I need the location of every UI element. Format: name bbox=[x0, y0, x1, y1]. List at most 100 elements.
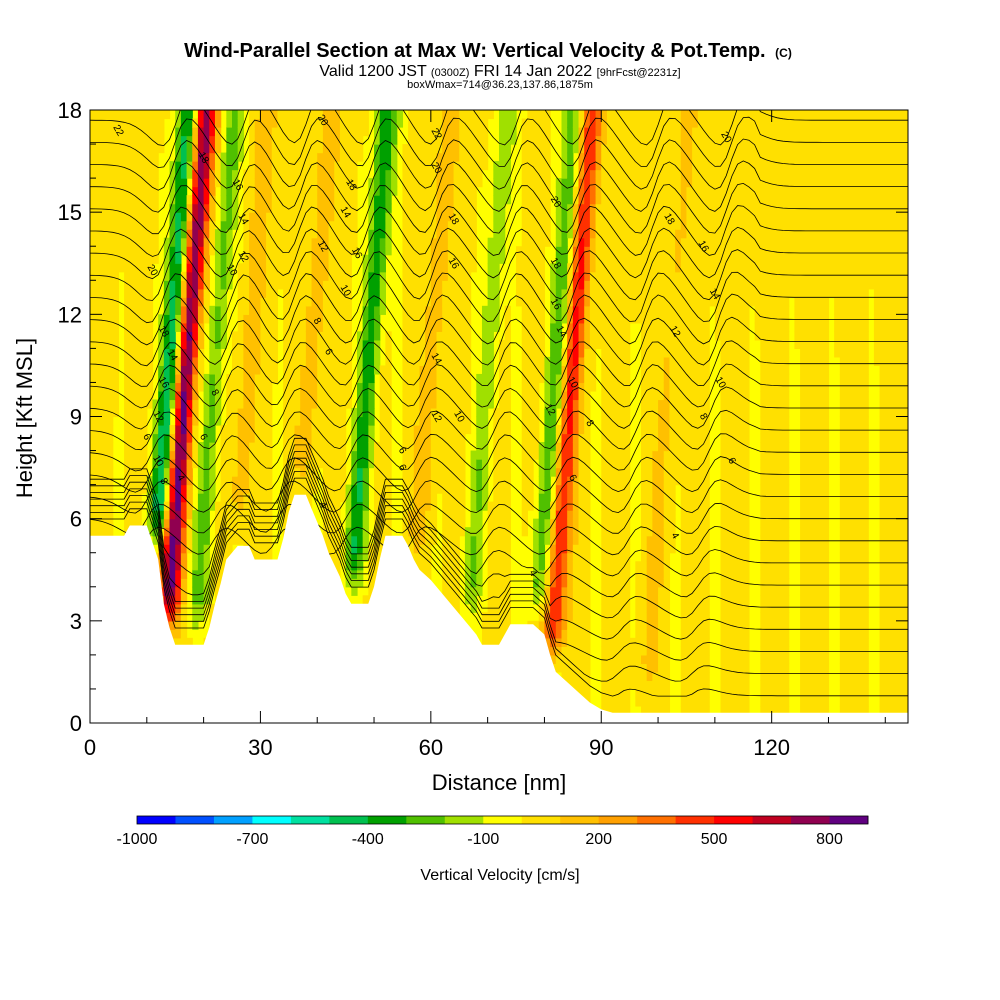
contour-label: 10 bbox=[713, 375, 728, 391]
y-tick-label: 12 bbox=[58, 302, 82, 327]
contour-label: 6 bbox=[725, 456, 738, 467]
contour-label: 10 bbox=[451, 409, 466, 425]
y-tick-label: 9 bbox=[70, 405, 82, 430]
contour-label: 22 bbox=[429, 126, 444, 142]
contour-label: 16 bbox=[548, 297, 563, 313]
x-tick-label: 60 bbox=[419, 735, 443, 760]
contour-label: 18 bbox=[548, 256, 563, 272]
colorbar-swatch bbox=[444, 816, 484, 824]
contour-label: 22 bbox=[110, 123, 125, 139]
contour-label: 8 bbox=[208, 388, 221, 399]
chart-subtitle-box: boxWmax=714@36.23,137.86,1875m bbox=[407, 79, 593, 91]
contour-label: 16 bbox=[230, 178, 245, 194]
colorbar-frame bbox=[136, 815, 869, 825]
contour-label: 12 bbox=[235, 249, 250, 265]
contour-label: 10 bbox=[565, 375, 580, 391]
contour-label: 12 bbox=[667, 324, 682, 340]
contour-label: 18 bbox=[343, 178, 358, 194]
colorbar-tick-label: 500 bbox=[701, 831, 728, 848]
colorbar-title: Vertical Velocity [cm/s] bbox=[420, 867, 579, 884]
colorbar-swatch bbox=[252, 816, 292, 824]
y-axis: 0 3 6 9 12 15 18 bbox=[58, 98, 908, 736]
plot-area: 22 20 22 20 18 16 18 20 20 18 14 14 18 16 12 12 16 16 18 20… bbox=[89, 109, 909, 724]
contour-label: 12 bbox=[429, 409, 444, 425]
contour-label: 4 bbox=[669, 531, 682, 542]
x-tick-label: 30 bbox=[248, 735, 272, 760]
x-axis-title: Distance [nm] bbox=[432, 770, 567, 795]
theta-contours bbox=[90, 110, 908, 697]
contour-label: 8 bbox=[157, 476, 170, 487]
contour-label: 6 bbox=[396, 463, 409, 474]
contour-label: 4 bbox=[527, 568, 540, 579]
contour-label: 20 bbox=[718, 130, 733, 146]
chart-subtitle: Valid 1200 JST (0300Z) FRI 14 Jan 2022 [… bbox=[319, 63, 680, 80]
colorbar-tick-label: -100 bbox=[467, 831, 499, 848]
contour-label: 6 bbox=[396, 446, 409, 457]
colorbar-swatch bbox=[175, 816, 215, 824]
colorbar-swatch bbox=[560, 816, 600, 824]
contour-label: 6 bbox=[322, 347, 335, 358]
contour-label: 16 bbox=[156, 375, 171, 391]
contour-label: 18 bbox=[661, 212, 676, 228]
chart-title: Wind-Parallel Section at Max W: Vertical… bbox=[184, 40, 792, 62]
contour-label: 18 bbox=[196, 150, 211, 166]
y-axis-title: Height [Kft MSL] bbox=[12, 338, 37, 498]
colorbar-swatch bbox=[290, 816, 330, 824]
contour-labels: 22 20 22 20 18 16 18 20 20 18 14 14 18 16 12 12 16 16 18 20… bbox=[110, 113, 737, 579]
y-tick-label: 6 bbox=[70, 507, 82, 532]
contour-label: 14 bbox=[235, 212, 250, 228]
y-tick-label: 15 bbox=[58, 200, 82, 225]
contour-label: 10 bbox=[338, 283, 353, 299]
contour-label: 6 bbox=[566, 473, 579, 484]
terrain bbox=[90, 494, 908, 723]
colorbar-swatch bbox=[521, 816, 561, 824]
contour-label: 14 bbox=[338, 205, 353, 221]
colorbar-swatch bbox=[329, 816, 369, 824]
y-tick-label: 0 bbox=[70, 711, 82, 736]
contour-label: 20 bbox=[548, 195, 563, 211]
contour-label: 8 bbox=[311, 316, 324, 327]
colorbar-tick-label: -700 bbox=[236, 831, 268, 848]
contour-label: 14 bbox=[429, 351, 444, 367]
contour-label: 10 bbox=[150, 453, 165, 469]
colorbar-tick-label: -1000 bbox=[117, 831, 158, 848]
colorbar-swatch bbox=[791, 816, 830, 824]
colorbar-swatch bbox=[598, 816, 638, 824]
contour-label: 16 bbox=[696, 239, 711, 255]
colorbar-swatch bbox=[637, 816, 677, 824]
colorbar-swatch bbox=[752, 816, 792, 824]
colorbar-tick-label: 200 bbox=[585, 831, 612, 848]
contour-label: 18 bbox=[156, 324, 171, 340]
contour-label: 14 bbox=[554, 324, 569, 340]
colorbar-tick-label: 800 bbox=[816, 831, 843, 848]
contour-label: 8 bbox=[583, 418, 596, 429]
contour-label: 14 bbox=[707, 287, 722, 303]
contour-label: 10 bbox=[224, 263, 239, 279]
colorbar-swatch bbox=[675, 816, 715, 824]
contour-label: 18 bbox=[446, 212, 461, 228]
colorbar: -1000 -700 -400 -100 200 500 800 bbox=[117, 815, 869, 848]
contour-label: 20 bbox=[145, 263, 160, 279]
contour-label: 20 bbox=[429, 161, 444, 177]
contour-label: 20 bbox=[315, 113, 330, 129]
x-axis: 0 30 60 90 120 bbox=[84, 110, 886, 760]
colorbar-tick-label: -400 bbox=[352, 831, 384, 848]
colorbar-swatch bbox=[137, 816, 176, 824]
y-tick-label: 3 bbox=[70, 609, 82, 634]
x-tick-label: 90 bbox=[589, 735, 613, 760]
contour-label: 4 bbox=[316, 500, 329, 511]
colorbar-swatch bbox=[483, 816, 523, 824]
contour-label: 12 bbox=[150, 409, 165, 425]
colorbar-swatch bbox=[714, 816, 753, 824]
colorbar-swatch bbox=[213, 816, 253, 824]
contour-label: 16 bbox=[349, 246, 364, 262]
x-tick-label: 120 bbox=[753, 735, 790, 760]
contour-label: 14 bbox=[164, 348, 179, 364]
contour-label: 6 bbox=[197, 432, 210, 443]
colorbar-swatch bbox=[829, 816, 869, 824]
colorbar-swatch bbox=[406, 816, 446, 824]
contour-label: 16 bbox=[446, 256, 461, 272]
y-tick-label: 18 bbox=[58, 98, 82, 123]
contour-label: 12 bbox=[542, 402, 557, 418]
